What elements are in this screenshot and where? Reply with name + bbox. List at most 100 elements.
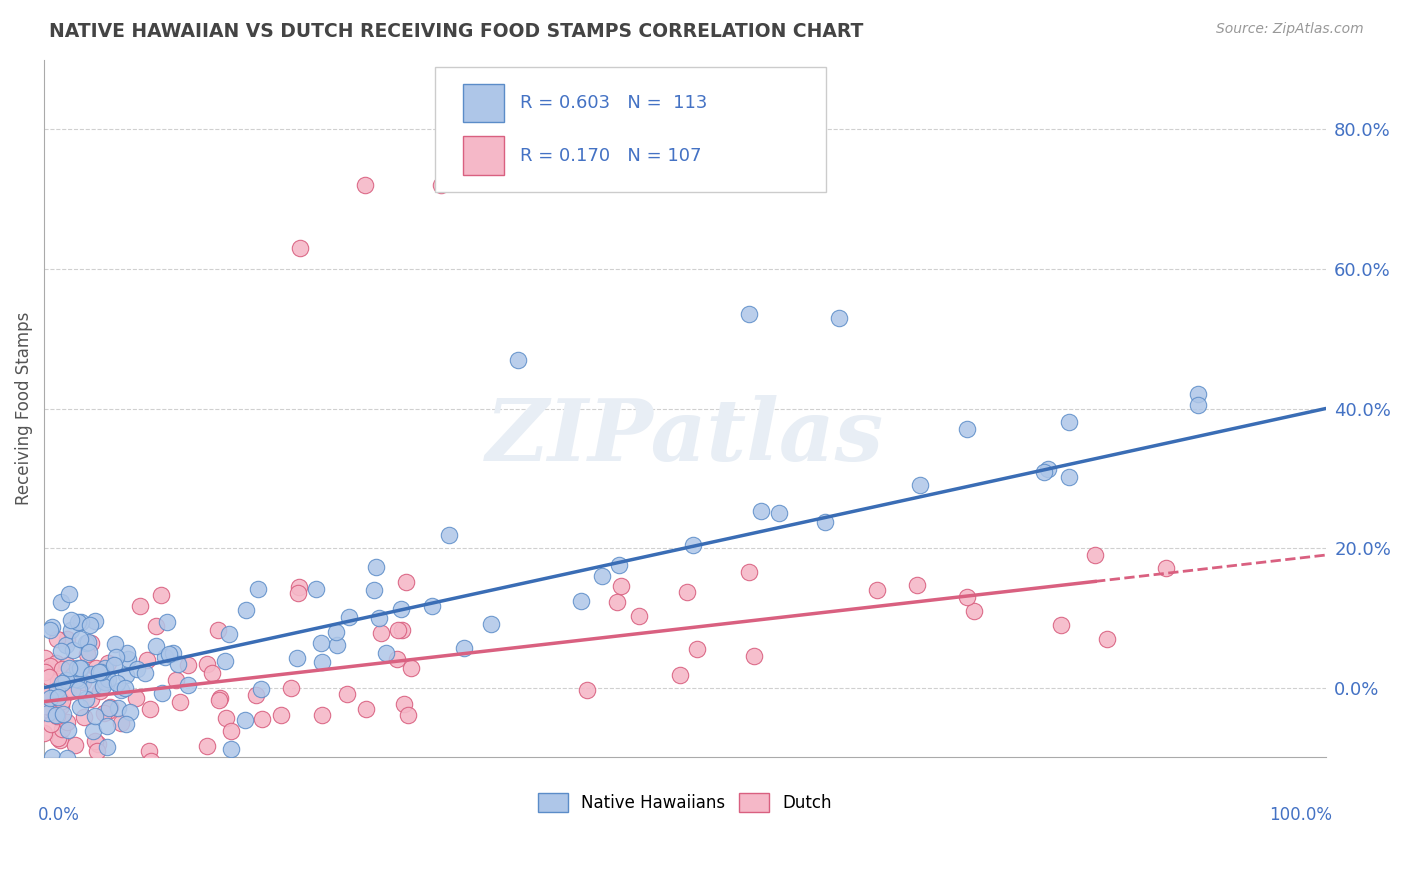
Point [287, 581, 309, 595]
Point [72, 674, 94, 689]
Point [67, 615, 90, 630]
Point [676, 585, 699, 599]
Point [479, 617, 502, 632]
Point [145, 639, 167, 653]
Point [76, 647, 98, 661]
Point [58, 587, 80, 601]
Point [49, 732, 72, 747]
Point [93, 706, 115, 721]
Point [375, 646, 398, 660]
Point [67, 673, 90, 687]
Point [110, 716, 132, 731]
Point [56, 632, 79, 647]
Point [69, 660, 91, 674]
Point [218, 627, 240, 641]
Point [38, 624, 60, 638]
Point [96, 719, 118, 733]
Point [51, 723, 73, 737]
Point [49, 644, 72, 658]
Point [75, 692, 97, 706]
Point [105, 650, 128, 665]
Point [76, 635, 98, 649]
Text: 100.0%: 100.0% [1270, 806, 1333, 824]
Point [208, 692, 231, 706]
Point [389, 602, 412, 616]
FancyBboxPatch shape [463, 136, 505, 175]
Point [35, 695, 58, 709]
Point [156, 615, 179, 629]
Point [118, 705, 141, 719]
Point [76, 775, 98, 789]
Point [138, 743, 160, 757]
Point [110, 682, 132, 697]
Point [354, 701, 377, 715]
Text: ZIPatlas: ZIPatlas [486, 394, 884, 478]
Point [395, 575, 418, 590]
Point [107, 700, 129, 714]
Point [606, 595, 628, 609]
Point [65, 672, 87, 686]
Point [84, 661, 107, 675]
Text: R = 0.170   N = 107: R = 0.170 N = 107 [520, 146, 702, 164]
Point [336, 687, 359, 701]
Point [176, 678, 198, 692]
Point [1156, 561, 1178, 575]
Point [46, 731, 69, 745]
Point [63, 738, 86, 752]
Point [628, 609, 651, 624]
Point [669, 667, 692, 681]
Point [51, 694, 73, 708]
Point [115, 647, 138, 661]
Point [79, 618, 101, 632]
Point [46, 632, 69, 647]
Point [591, 568, 613, 582]
Point [353, 178, 375, 193]
Point [49, 594, 72, 608]
Point [37, 706, 59, 720]
Point [55, 772, 77, 786]
Point [905, 578, 928, 592]
Point [162, 647, 184, 661]
Point [46, 709, 69, 723]
Point [86, 744, 108, 758]
Point [83, 709, 105, 723]
Point [41, 749, 63, 764]
Point [62, 642, 84, 657]
Point [117, 651, 139, 665]
Point [607, 558, 630, 572]
Point [60, 624, 83, 638]
Point [66, 661, 89, 675]
Point [34, 700, 56, 714]
Point [364, 559, 387, 574]
Point [51, 662, 73, 676]
Point [370, 625, 392, 640]
Point [80, 636, 103, 650]
Text: 0.0%: 0.0% [38, 806, 80, 824]
Point [56, 657, 79, 672]
Point [387, 623, 409, 637]
FancyBboxPatch shape [463, 84, 505, 122]
Point [233, 713, 256, 727]
Point [45, 656, 67, 670]
Point [280, 681, 302, 695]
Point [39, 705, 62, 719]
Point [207, 624, 229, 638]
Point [1059, 416, 1081, 430]
Point [1050, 618, 1073, 632]
Point [34, 651, 56, 665]
Point [576, 683, 599, 698]
Point [235, 602, 257, 616]
Point [37, 663, 59, 677]
Point [215, 711, 238, 725]
Point [97, 704, 120, 718]
Point [1095, 632, 1118, 647]
Point [34, 665, 56, 680]
Point [69, 632, 91, 646]
Point [250, 712, 273, 726]
Point [246, 582, 269, 596]
Point [134, 665, 156, 680]
Point [768, 506, 790, 520]
Point [508, 352, 530, 367]
Point [42, 699, 65, 714]
Point [56, 684, 79, 698]
